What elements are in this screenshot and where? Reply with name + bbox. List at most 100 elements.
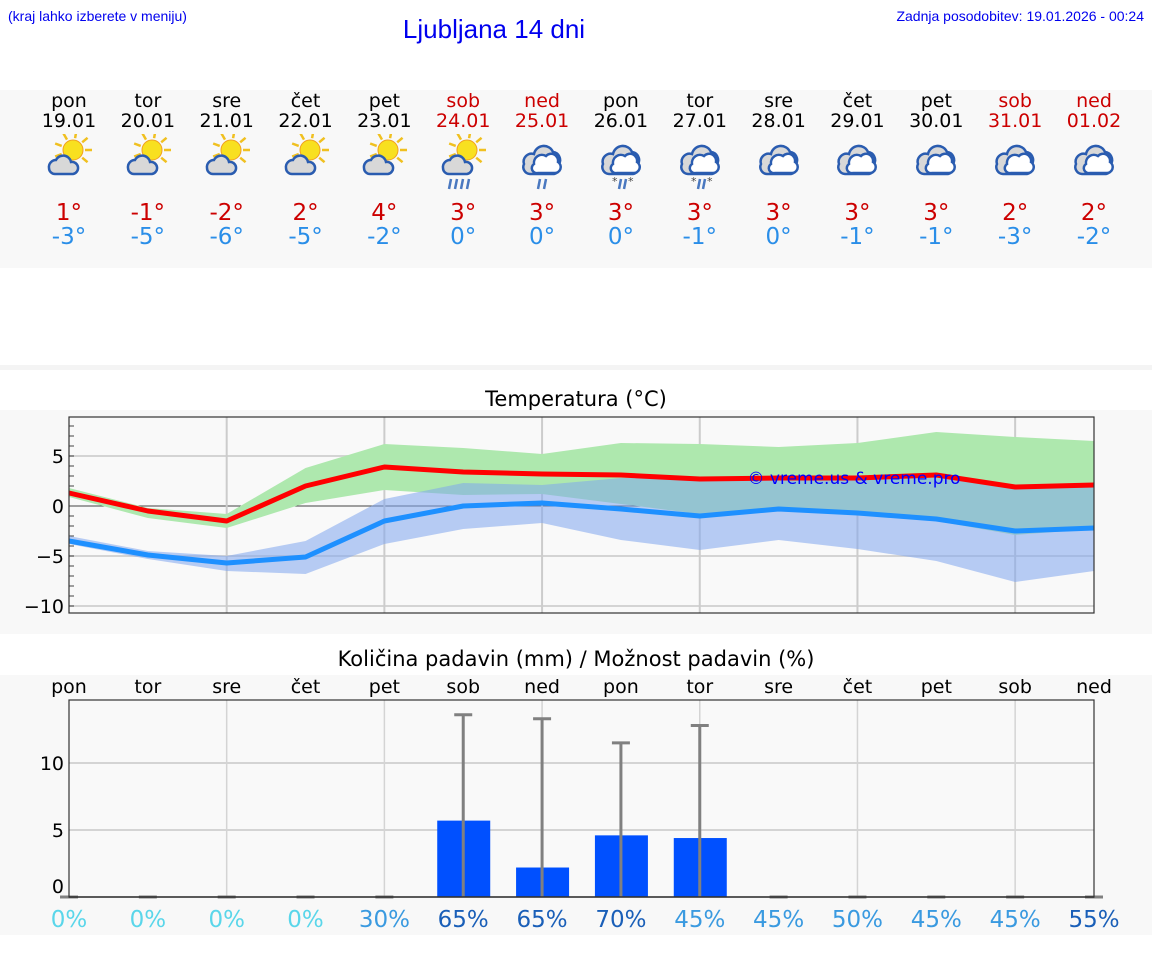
cloud-light-rain-icon [503, 134, 581, 194]
forecast-day: čet 22.01 2° -5° [267, 90, 345, 250]
precipitation-chart-panel: pon tor sre čet pet sob ned pon tor sre čet pet sob n… [0, 675, 1152, 935]
category-label: pon [603, 676, 639, 698]
day-date: 30.01 [909, 110, 964, 132]
precipitation-probability: 55% [1068, 907, 1119, 933]
cloud-icon [1055, 134, 1133, 194]
divider [0, 365, 1152, 370]
day-name: čet [842, 90, 873, 112]
plot-frame [68, 699, 1095, 898]
svg-text:*: * [612, 175, 618, 188]
day-name: čet [290, 90, 321, 112]
category-label: sre [212, 676, 241, 698]
min-temperature: 0° [528, 224, 556, 250]
precipitation-probability: 45% [753, 907, 804, 933]
watermark: © vreme.us & vreme.pro [747, 469, 960, 489]
forecast-panel: pon 19.01 1° -3° tor 20.01 -1° -5° sre 21.… [0, 90, 1152, 268]
precipitation-probability: 0% [287, 907, 324, 933]
temperature-chart-title: Temperatura (°C) [485, 387, 667, 411]
cloud-sleet-icon: * * [661, 134, 739, 194]
precipitation-probability: 30% [359, 907, 410, 933]
day-name: pet [920, 90, 952, 112]
forecast-day: pet 23.01 4° -2° [345, 90, 423, 250]
forecast-day: ned 01.02 2° -2° [1055, 90, 1133, 250]
max-temperature: -1° [130, 200, 166, 226]
y-tick-label: −5 [36, 546, 64, 568]
forecast-day: ned 25.01 3° 0° [503, 90, 581, 250]
day-date: 24.01 [436, 110, 491, 132]
svg-text:*: * [628, 175, 634, 188]
day-name: pet [368, 90, 400, 112]
forecast-day: tor 20.01 -1° -5° [109, 90, 187, 250]
day-date: 21.01 [199, 110, 254, 132]
category-label: sre [764, 676, 793, 698]
day-date: 22.01 [278, 110, 333, 132]
min-temperature: -1° [919, 224, 954, 250]
cloud-icon [818, 134, 896, 194]
category-label: sob [998, 676, 1032, 698]
y-tick-label: 0 [52, 876, 64, 898]
max-temperature: 3° [686, 200, 713, 226]
max-temperature: 3° [923, 200, 950, 226]
precipitation-probability: 0% [130, 907, 167, 933]
precipitation-probability: 65% [517, 907, 568, 933]
day-name: ned [524, 90, 560, 112]
day-name: ned [1076, 90, 1112, 112]
y-tick-label: −10 [24, 596, 64, 618]
sun-cloud-icon [345, 131, 423, 194]
max-temperature: 3° [844, 200, 871, 226]
forecast-day: sre 21.01 -2° -6° [188, 90, 266, 250]
max-temperature: 3° [765, 200, 792, 226]
day-name: sob [998, 90, 1032, 112]
min-temperature: -5° [288, 224, 323, 250]
precipitation-probability: 65% [438, 907, 489, 933]
day-name: pon [51, 90, 87, 112]
min-temperature: 0° [607, 224, 634, 250]
temperature-chart-panel: 5 0 −5 −10 © vreme.us & vreme.pro [0, 410, 1152, 634]
day-date: 19.01 [41, 110, 97, 132]
max-temperature: 3° [607, 200, 634, 226]
day-date: 29.01 [830, 110, 885, 132]
day-name: sob [446, 90, 481, 112]
precipitation-probability: 45% [990, 907, 1041, 933]
max-temperature: 4° [371, 200, 398, 226]
cloud-sleet-icon: * * [582, 134, 660, 194]
min-temperature: -1° [682, 224, 717, 250]
location-menu-hint: (kraj lahko izberete v meniju) [8, 8, 187, 24]
max-temperature: 2° [292, 200, 319, 226]
y-tick-label: 0 [52, 496, 64, 518]
max-temperature: 2° [1080, 200, 1108, 226]
forecast-day: pon 19.01 1° -3° [30, 90, 108, 250]
max-temperature: 2° [1002, 200, 1029, 226]
min-temperature: -5° [130, 224, 166, 250]
min-temperature: -1° [840, 224, 875, 250]
min-temperature: -6° [209, 224, 244, 250]
category-label: čet [291, 676, 321, 698]
min-temperature: -3° [997, 224, 1033, 250]
sun-cloud-icon [30, 131, 108, 194]
max-temperature: -2° [209, 200, 244, 226]
sun-cloud-icon [188, 131, 266, 194]
category-label: pet [921, 676, 952, 698]
category-label: čet [843, 676, 873, 698]
forecast-day: pet 30.01 3° -1° [897, 90, 975, 250]
forecast-day: sob 31.01 2° -3° [976, 90, 1054, 250]
forecast-day: tor 27.01 * * 3° -1° [661, 90, 739, 250]
day-date: 31.01 [987, 110, 1043, 132]
day-date: 27.01 [672, 110, 727, 132]
precipitation-chart-title: Količina padavin (mm) / Možnost padavin … [337, 647, 815, 671]
day-name: sre [764, 90, 794, 112]
forecast-day: pon 26.01 * * 3° 0° [582, 90, 660, 250]
max-temperature: 1° [55, 200, 83, 226]
day-name: sre [212, 90, 242, 112]
cloud-icon [740, 134, 818, 194]
min-temperature: -2° [367, 224, 402, 250]
cloud-icon [976, 134, 1054, 194]
category-label: ned [1076, 676, 1112, 698]
day-date: 26.01 [593, 110, 649, 132]
max-temperature: 3° [450, 200, 477, 226]
forecast-day: sre 28.01 3° 0° [740, 90, 818, 250]
svg-text:*: * [707, 175, 713, 188]
category-label: pet [369, 676, 400, 698]
day-name: tor [686, 90, 714, 112]
category-label: pon [51, 676, 87, 698]
